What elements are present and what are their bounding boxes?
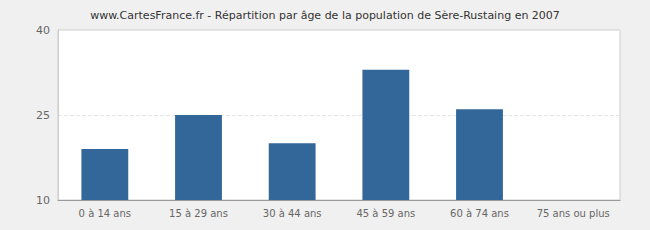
svg-text:45 à 59 ans: 45 à 59 ans	[356, 208, 415, 219]
svg-text:40: 40	[36, 24, 50, 37]
svg-text:25: 25	[36, 109, 50, 122]
svg-text:www.CartesFrance.fr - Répartit: www.CartesFrance.fr - Répartition par âg…	[90, 9, 560, 22]
svg-text:60 à 74 ans: 60 à 74 ans	[450, 208, 509, 219]
svg-text:10: 10	[36, 194, 50, 207]
svg-text:15 à 29 ans: 15 à 29 ans	[169, 208, 228, 219]
svg-text:30 à 44 ans: 30 à 44 ans	[263, 208, 322, 219]
svg-text:75 ans ou plus: 75 ans ou plus	[537, 208, 610, 219]
svg-text:0 à 14 ans: 0 à 14 ans	[79, 208, 131, 219]
